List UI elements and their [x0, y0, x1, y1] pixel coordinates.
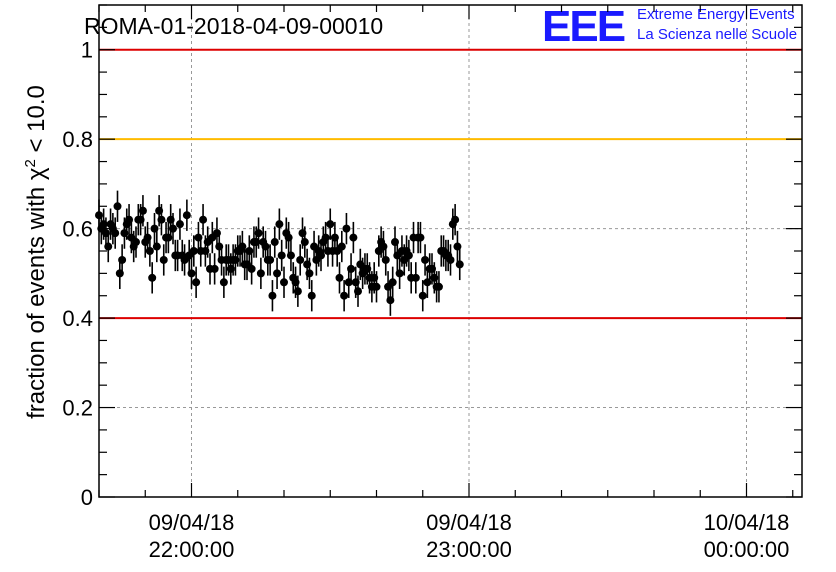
data-point [275, 220, 284, 229]
data-point [268, 291, 277, 300]
x-tick-date-label: 10/04/18 [704, 510, 790, 535]
data-point [157, 215, 166, 224]
data-point [270, 238, 279, 247]
y-tick-label: 1 [81, 38, 93, 63]
data-point [434, 282, 443, 291]
x-tick-date-label: 09/04/18 [426, 510, 512, 535]
y-tick-label: 0.2 [62, 396, 93, 421]
data-point [455, 260, 464, 269]
eee-logo-line1: Extreme Energy Events [637, 6, 795, 23]
data-point [381, 255, 390, 264]
y-tick-label: 0.8 [62, 127, 93, 152]
data-point [210, 264, 219, 273]
data-point [175, 220, 184, 229]
data-point [189, 247, 198, 255]
data-point [453, 242, 462, 251]
data-point [404, 251, 413, 260]
data-point [284, 233, 293, 242]
data-point [148, 273, 157, 282]
data-point [388, 278, 397, 287]
y-tick-label: 0 [81, 485, 93, 510]
x-tick-date-label: 09/04/18 [149, 510, 235, 535]
data-point [277, 251, 286, 260]
data-point [152, 242, 161, 251]
data-point [349, 233, 358, 242]
data-point [395, 269, 404, 278]
eee-logo-line2: La Scienza nelle Scuole [637, 26, 797, 43]
data-point [446, 255, 455, 264]
data-point [342, 224, 351, 233]
data-point [187, 269, 196, 278]
data-point [199, 215, 208, 224]
plot-area: 00.20.40.60.8109/04/1822:00:0009/04/1823… [62, 4, 803, 562]
data-point [245, 247, 254, 255]
data-point [169, 224, 177, 233]
data-point [104, 242, 113, 251]
x-tick-time-label: 00:00:00 [704, 537, 790, 562]
data-point [296, 255, 305, 264]
x-tick-time-label: 22:00:00 [149, 537, 235, 562]
data-point [411, 273, 420, 282]
y-tick-label: 0.4 [62, 306, 93, 331]
data-point [273, 269, 282, 278]
data-point [192, 278, 201, 287]
data-point [372, 282, 381, 291]
data-point [219, 278, 228, 287]
data-point [386, 296, 395, 305]
data-point [132, 238, 140, 247]
data-point [286, 251, 295, 260]
chart-title: ROMA-01-2018-04-09-00010 [84, 13, 383, 39]
data-point [182, 211, 191, 220]
data-point [305, 269, 314, 278]
data-point [416, 233, 425, 242]
data-point [256, 269, 265, 278]
data-point [113, 202, 122, 211]
data-point [118, 255, 127, 264]
y-axis-label: fraction of events with χ2 < 10.0 [22, 85, 50, 419]
eee-logo: EEE Extreme Energy Events La Scienza nel… [542, 2, 797, 51]
data-point [418, 291, 427, 300]
data-point [307, 291, 316, 300]
data-point [451, 215, 460, 224]
data-point [340, 291, 349, 300]
data-point [145, 247, 154, 255]
data-point [326, 220, 335, 229]
data-point [347, 264, 356, 273]
data-point [421, 255, 430, 264]
data-point [254, 229, 263, 238]
data-point [164, 233, 173, 242]
data-point [293, 287, 302, 296]
data-point [337, 242, 346, 251]
data-point [266, 255, 275, 264]
data-point [138, 206, 147, 215]
data-point [111, 229, 120, 238]
data-point [125, 215, 134, 224]
y-tick-label: 0.6 [62, 217, 93, 242]
data-point [150, 224, 159, 233]
eee-logo-letters: EEE [542, 2, 625, 51]
data-point [354, 287, 362, 296]
data-point [300, 238, 309, 247]
data-point [280, 278, 288, 287]
data-point [335, 273, 344, 282]
data-point [238, 242, 247, 251]
data-point [159, 255, 168, 264]
data-point [247, 264, 256, 273]
x-tick-time-label: 23:00:00 [426, 537, 512, 562]
